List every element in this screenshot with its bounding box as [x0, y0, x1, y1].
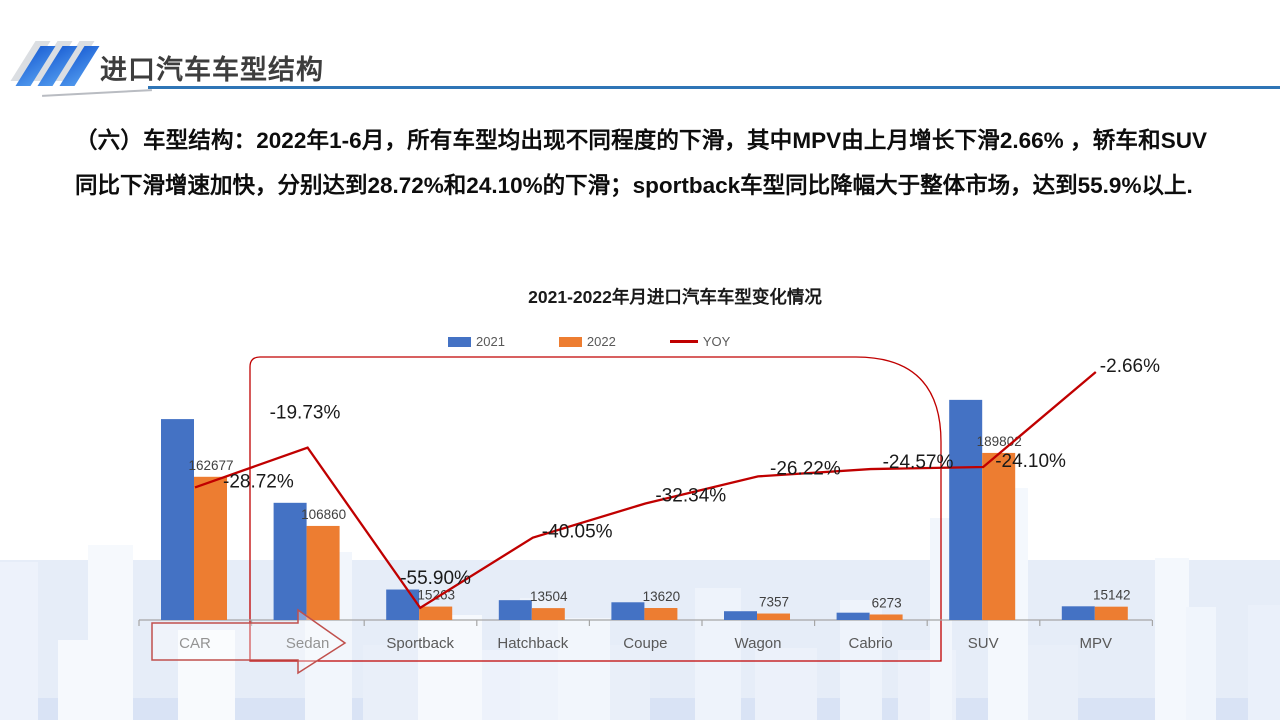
skyline-block: [1186, 607, 1216, 720]
yoy-label-MPV: -2.66%: [1100, 356, 1160, 377]
bar-2021-SUV: [949, 399, 983, 620]
category-label-Hatchback: Hatchback: [497, 635, 568, 652]
header-rule-gray: [42, 89, 152, 97]
skyline-block: [610, 645, 650, 720]
bar-2022-Cabrio: [869, 614, 903, 620]
legend-label-2022: 2022: [586, 334, 616, 349]
value-label-Hatchback: 13504: [530, 589, 568, 604]
yoy-label-CAR: -28.72%: [223, 471, 294, 492]
yoy-label-Sportback: -55.90%: [400, 568, 471, 589]
skyline-block: [695, 588, 741, 720]
skyline-block: [418, 615, 482, 720]
header-slashes-icon: [15, 46, 100, 86]
chart-canvas: CAR Sedan Sportback Hatchback Coupe Wagon Cabr…: [138, 356, 1160, 675]
legend-swatch-2021: [448, 336, 471, 347]
skyline-block: [755, 648, 817, 720]
yoy-line: [194, 371, 1097, 610]
annotation-red-box: [249, 356, 942, 662]
legend-label-yoy: YOY: [702, 334, 731, 349]
value-label-Wagon: 7357: [759, 595, 789, 610]
value-label-CAR: 162677: [188, 458, 233, 473]
category-label-SUV: SUV: [968, 635, 999, 652]
category-label-Wagon: Wagon: [735, 635, 782, 652]
bar-2022-MPV: [1094, 606, 1128, 620]
bar-2021-MPV: [1061, 606, 1095, 620]
bar-2022-Sedan: [306, 525, 340, 620]
chart-title: 2021-2022年月进口汽车车型变化情况: [528, 287, 822, 307]
skyline-block: [1248, 605, 1280, 720]
category-label-Sportback: Sportback: [386, 635, 454, 652]
value-label-MPV: 15142: [1093, 588, 1131, 603]
legend-label-2021: 2021: [476, 334, 505, 349]
skyline-block: [178, 630, 235, 720]
bar-2022-CAR: [194, 476, 227, 620]
yoy-label-Sedan: -19.73%: [270, 403, 341, 424]
chart-legend: 2021 2022 YOY: [448, 334, 730, 349]
bar-2022-Coupe: [644, 608, 678, 620]
bar-2021-Coupe: [611, 602, 645, 620]
bar-2021-Hatchback: [498, 600, 532, 620]
skyline-block: [1155, 558, 1189, 720]
value-label-Cabrio: 6273: [872, 595, 902, 610]
annotation-arrow-icon: [151, 608, 347, 675]
bar-2021-Cabrio: [836, 612, 870, 620]
bar-2022-Wagon: [757, 613, 790, 620]
bar-2021-CAR: [161, 419, 194, 620]
legend-line-yoy-icon: [669, 340, 698, 343]
category-label-MPV: MPV: [1080, 635, 1113, 652]
skyline-block: [1028, 645, 1078, 720]
category-label-CAR: CAR: [179, 635, 211, 652]
bar-2022-SUV: [982, 452, 1016, 620]
skyline-block: [0, 562, 38, 720]
yoy-label-Cabrio: -24.57%: [883, 452, 954, 473]
yoy-label-SUV: -24.10%: [995, 451, 1066, 472]
skyline-block: [363, 645, 425, 720]
page-title: 进口汽车车型结构: [100, 55, 324, 85]
value-label-Sedan: 106860: [301, 507, 346, 522]
bar-2022-Sportback: [419, 606, 453, 620]
value-label-Coupe: 13620: [643, 589, 681, 604]
yoy-label-Coupe: -32.34%: [655, 485, 726, 506]
yoy-label-Wagon: -26.22%: [770, 458, 841, 479]
skyline-block: [482, 650, 527, 720]
legend-swatch-2022: [558, 336, 582, 347]
body-text: （六）车型结构：2022年1-6月，所有车型均出现不同程度的下滑，其中MPV由上…: [75, 128, 1207, 198]
legend-item-2022: 2022: [558, 334, 616, 349]
category-label-Coupe: Coupe: [623, 635, 667, 652]
skyline-block: [88, 545, 133, 720]
category-label-Cabrio: Cabrio: [849, 635, 893, 652]
bar-2021-Sedan: [273, 502, 307, 620]
yoy-label-Hatchback: -40.05%: [542, 522, 613, 543]
legend-item-yoy: YOY: [669, 334, 731, 349]
bar-2021-Wagon: [724, 611, 757, 620]
legend-item-2021: 2021: [448, 334, 505, 349]
category-label-Sedan: Sedan: [286, 635, 329, 652]
bar-2022-Hatchback: [531, 608, 565, 620]
skyline-block: [558, 618, 610, 720]
bar-2021-Sportback: [386, 589, 420, 620]
header-rule-blue: [148, 86, 1280, 89]
